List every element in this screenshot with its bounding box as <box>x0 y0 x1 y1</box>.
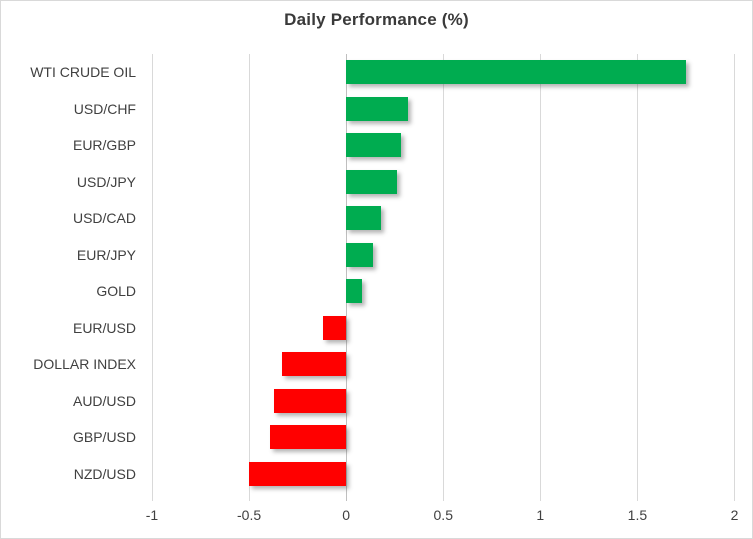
bar-gold <box>346 279 362 304</box>
x-tick-label: -0.5 <box>237 507 262 523</box>
bar-nzd-usd <box>249 461 347 486</box>
gridline <box>151 54 153 501</box>
category-label-usd-chf: USD/CHF <box>73 100 136 117</box>
bar-usd-chf <box>346 96 409 121</box>
category-label-gold: GOLD <box>96 283 136 300</box>
zero-axis-line <box>345 54 347 501</box>
category-label-eur-usd: EUR/USD <box>72 319 136 336</box>
category-label-nzd-usd: NZD/USD <box>73 465 136 482</box>
category-label-wti-crude-oil: WTI CRUDE OIL <box>30 64 136 81</box>
x-tick-label: 1 <box>536 507 545 523</box>
bar-dollar-index <box>282 352 347 377</box>
category-label-usd-jpy: USD/JPY <box>76 173 136 190</box>
gridline <box>734 54 735 501</box>
bar-aud-usd <box>274 388 347 413</box>
gridline <box>442 54 444 501</box>
chart-title: Daily Performance (%) <box>284 10 469 29</box>
x-tick-label: -1 <box>145 507 159 523</box>
x-tick-label: 2 <box>730 507 739 523</box>
bar-gbp-usd <box>270 425 347 450</box>
bar-wti-crude-oil <box>346 60 686 85</box>
x-tick-label: 0.5 <box>433 507 453 523</box>
bar-eur-jpy <box>346 242 374 267</box>
x-tick-label: 0 <box>342 507 351 523</box>
x-tick-label: 1.5 <box>627 507 648 523</box>
bar-usd-cad <box>346 206 382 231</box>
bar-eur-usd <box>322 315 347 340</box>
category-label-usd-cad: USD/CAD <box>72 210 136 227</box>
gridline <box>539 54 541 501</box>
gridline <box>636 54 638 501</box>
gridline <box>248 54 250 501</box>
category-label-eur-gbp: EUR/GBP <box>72 137 136 154</box>
category-label-eur-jpy: EUR/JPY <box>76 246 136 263</box>
category-label-dollar-index: DOLLAR INDEX <box>33 356 136 373</box>
category-label-aud-usd: AUD/USD <box>72 392 136 409</box>
category-label-gbp-usd: GBP/USD <box>72 429 136 446</box>
bar-usd-jpy <box>346 169 397 194</box>
bar-eur-gbp <box>346 133 401 158</box>
